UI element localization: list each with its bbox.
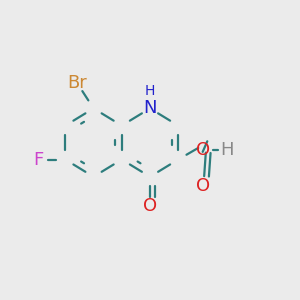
Text: O: O bbox=[196, 177, 211, 195]
Text: Br: Br bbox=[67, 74, 87, 92]
Text: F: F bbox=[33, 151, 44, 169]
Text: H: H bbox=[220, 141, 234, 159]
Text: N: N bbox=[143, 99, 157, 117]
Text: O: O bbox=[196, 141, 211, 159]
Text: O: O bbox=[143, 197, 157, 215]
Text: H: H bbox=[145, 84, 155, 98]
